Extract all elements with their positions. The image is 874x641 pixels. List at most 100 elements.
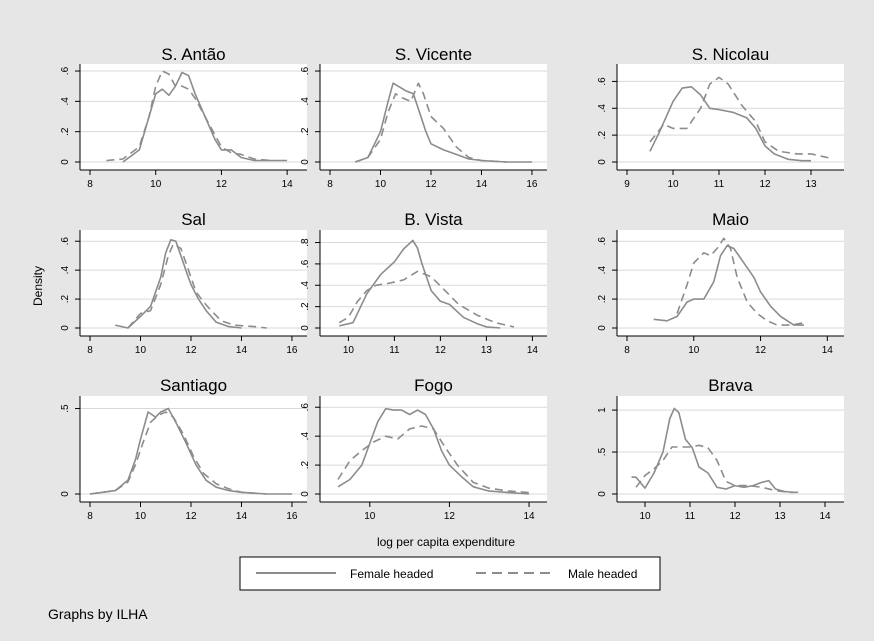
- panel-title: S. Vicente: [395, 45, 472, 64]
- panel: Brava 0 .5 1 10 11 12 13 14: [597, 376, 844, 522]
- y-tick-label: .2: [597, 294, 608, 303]
- x-tick-label: 14: [527, 345, 539, 356]
- x-tick-label: 10: [135, 345, 147, 356]
- x-tick-label: 14: [282, 179, 294, 190]
- x-tick-label: 16: [286, 511, 298, 522]
- y-tick-label: .6: [597, 237, 608, 246]
- y-axis-label: Density: [31, 266, 45, 306]
- panel: Sal 0 .2 .4 .6 8 10 12 14 16: [60, 210, 307, 356]
- panel: S. Antão 0 .2 .4 .6 8 10 12 14: [60, 45, 307, 190]
- male-headed-line: [337, 425, 530, 494]
- x-tick-label: 14: [236, 511, 248, 522]
- female-headed-line: [122, 71, 288, 163]
- x-tick-label: 14: [822, 345, 834, 356]
- y-tick-label: .4: [300, 281, 311, 290]
- x-tick-label: 8: [87, 179, 93, 190]
- x-tick-label: 12: [185, 345, 197, 356]
- panel: S. Nicolau 0 .2 .4 .6 9 10 11 12 13: [597, 45, 844, 190]
- panel-area: [617, 230, 844, 336]
- x-tick-label: 10: [688, 345, 700, 356]
- legend: Female headed Male headed: [239, 556, 661, 591]
- y-tick-label: .2: [300, 302, 311, 311]
- y-tick-label: .6: [597, 77, 608, 86]
- y-tick-label: .2: [60, 127, 71, 136]
- y-tick-label: 0: [597, 159, 608, 165]
- x-tick-label: 10: [639, 511, 651, 522]
- panel-title: S. Nicolau: [692, 45, 769, 64]
- y-tick-label: .6: [300, 403, 311, 412]
- x-tick-label: 10: [343, 345, 355, 356]
- female-headed-line: [354, 82, 532, 163]
- y-tick-label: .6: [60, 66, 71, 75]
- y-tick-label: .4: [597, 104, 608, 113]
- x-tick-label: 8: [87, 345, 93, 356]
- x-tick-label: 10: [667, 179, 679, 190]
- male-headed-line: [338, 270, 515, 328]
- female-headed-line: [649, 86, 811, 162]
- legend-label-male: Male headed: [568, 567, 637, 581]
- x-tick-label: 10: [135, 511, 147, 522]
- panel-title: Brava: [708, 376, 753, 395]
- x-tick-label: 10: [364, 511, 376, 522]
- panel: S. Vicente 0 .2 .4 .6 8 10 12 14 16: [300, 45, 547, 190]
- x-tick-label: 16: [286, 345, 298, 356]
- x-tick-label: 11: [389, 345, 400, 356]
- female-headed-line: [653, 244, 804, 326]
- x-tick-label: 12: [425, 179, 437, 190]
- x-tick-label: 16: [526, 179, 538, 190]
- x-tick-label: 12: [759, 179, 771, 190]
- y-tick-label: .4: [60, 97, 71, 106]
- x-tick-label: 14: [523, 511, 535, 522]
- x-axis-label: log per capita expenditure: [377, 535, 515, 549]
- x-tick-label: 13: [774, 511, 786, 522]
- y-tick-label: .6: [60, 237, 71, 246]
- panel-area: [80, 396, 307, 502]
- panel: Fogo 0 .2 .4 .6 10 12 14: [300, 376, 547, 522]
- x-tick-label: 13: [805, 179, 817, 190]
- panel: B. Vista 0 .2 .4 .6 .8 10 11 12 13 14: [300, 210, 547, 356]
- panel: Maio 0 .2 .4 .6 8 10 12 14: [597, 210, 844, 356]
- y-tick-label: .8: [300, 238, 311, 247]
- male-headed-line: [635, 444, 803, 494]
- y-tick-label: .2: [60, 294, 71, 303]
- y-tick-label: .2: [597, 131, 608, 140]
- x-tick-label: 12: [216, 179, 228, 190]
- x-tick-label: 12: [729, 511, 741, 522]
- male-headed-line: [89, 411, 267, 495]
- y-tick-label: .2: [300, 127, 311, 136]
- y-tick-label: 0: [300, 325, 311, 331]
- x-tick-label: 8: [624, 345, 630, 356]
- x-tick-label: 13: [481, 345, 493, 356]
- y-tick-label: .4: [300, 97, 311, 106]
- x-tick-label: 11: [714, 179, 725, 190]
- male-headed-line: [354, 82, 507, 163]
- panel-title: B. Vista: [404, 210, 463, 229]
- panel-title: Sal: [181, 210, 206, 229]
- female-headed-line: [337, 407, 530, 495]
- x-tick-label: 12: [755, 345, 767, 356]
- male-headed-line: [649, 76, 830, 159]
- y-tick-label: .4: [597, 266, 608, 275]
- x-tick-label: 9: [624, 179, 630, 190]
- x-tick-label: 10: [150, 179, 162, 190]
- x-tick-label: 12: [185, 511, 197, 522]
- panel-title: Santiago: [160, 376, 227, 395]
- panel-title: Fogo: [414, 376, 453, 395]
- y-tick-label: 0: [597, 491, 608, 497]
- y-tick-label: .4: [300, 432, 311, 441]
- x-tick-label: 14: [236, 345, 248, 356]
- y-tick-label: 0: [60, 325, 71, 331]
- y-tick-label: .5: [597, 447, 608, 456]
- y-tick-label: 1: [597, 407, 608, 413]
- y-tick-label: .6: [300, 66, 311, 75]
- panel-title: Maio: [712, 210, 749, 229]
- y-tick-label: 0: [597, 325, 608, 331]
- male-headed-line: [106, 70, 271, 162]
- male-headed-line: [127, 243, 267, 329]
- y-tick-label: .5: [60, 404, 71, 413]
- graphs-by-note: Graphs by ILHA: [48, 606, 148, 622]
- female-headed-line: [115, 239, 242, 329]
- y-tick-label: 0: [60, 159, 71, 165]
